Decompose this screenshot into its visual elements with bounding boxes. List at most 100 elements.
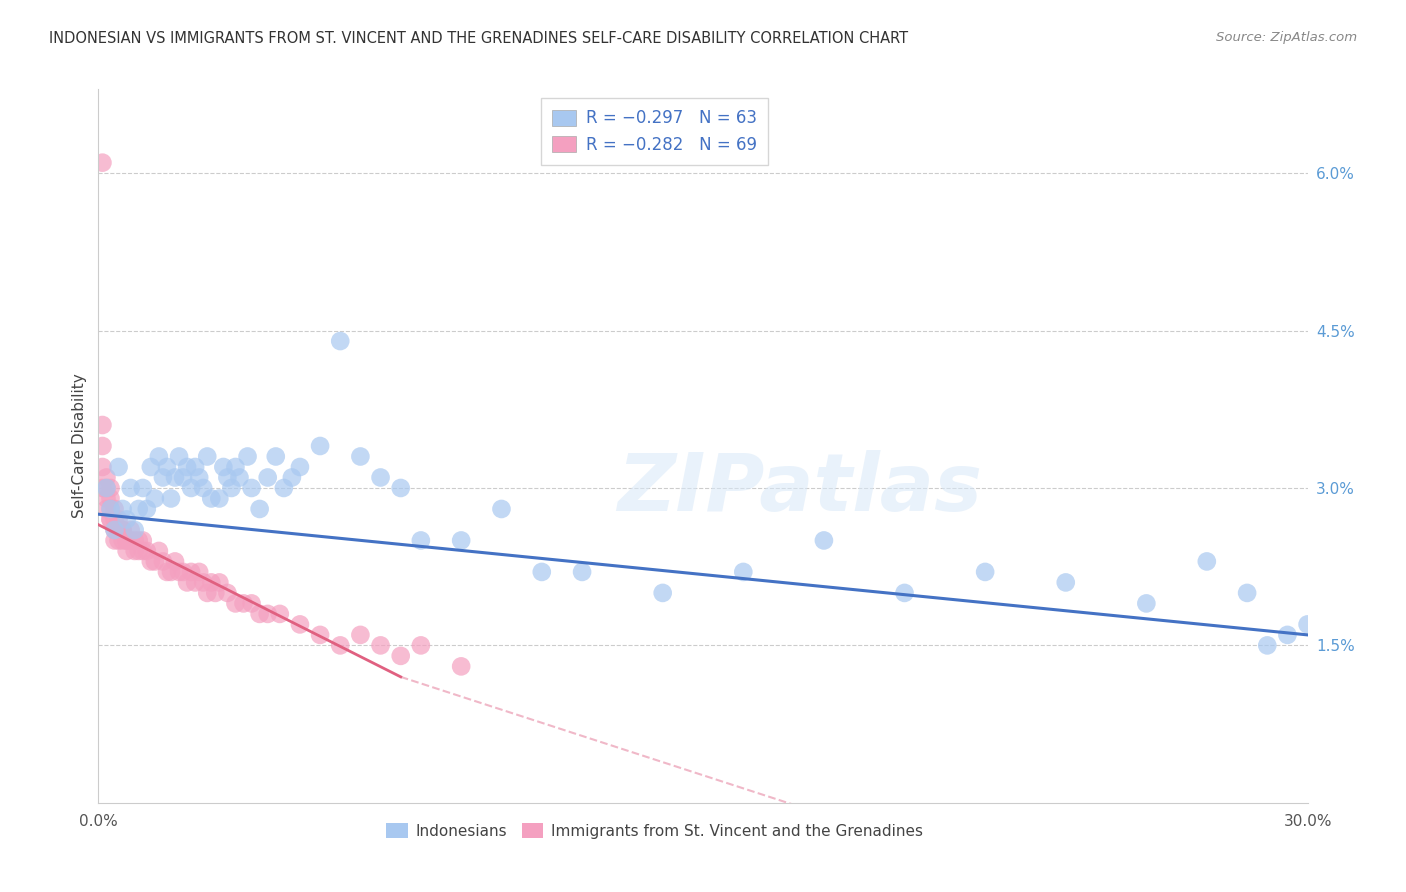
- Text: ZIPatlas: ZIPatlas: [617, 450, 983, 528]
- Point: [249, 607, 271, 621]
- Point: [103, 533, 125, 548]
- Point: [1135, 596, 1157, 610]
- Point: [288, 460, 311, 475]
- Point: [139, 554, 162, 568]
- Point: [120, 481, 142, 495]
- Point: [208, 491, 231, 506]
- Point: [240, 481, 263, 495]
- Point: [172, 470, 194, 484]
- Point: [111, 523, 134, 537]
- Point: [124, 523, 146, 537]
- Point: [135, 544, 157, 558]
- Point: [128, 533, 150, 548]
- Point: [132, 544, 155, 558]
- Point: [195, 450, 218, 464]
- Point: [571, 565, 593, 579]
- Point: [200, 491, 222, 506]
- Point: [163, 470, 186, 484]
- Point: [409, 639, 432, 653]
- Point: [264, 450, 287, 464]
- Point: [91, 439, 114, 453]
- Point: [100, 502, 122, 516]
- Point: [160, 565, 183, 579]
- Point: [974, 565, 997, 579]
- Point: [389, 481, 412, 495]
- Point: [107, 460, 129, 475]
- Point: [167, 450, 190, 464]
- Point: [288, 617, 311, 632]
- Point: [100, 512, 122, 526]
- Text: Source: ZipAtlas.com: Source: ZipAtlas.com: [1216, 31, 1357, 45]
- Point: [91, 155, 114, 169]
- Point: [1054, 575, 1077, 590]
- Point: [184, 575, 207, 590]
- Point: [184, 460, 207, 475]
- Point: [217, 470, 239, 484]
- Point: [893, 586, 915, 600]
- Point: [309, 628, 332, 642]
- Point: [232, 596, 254, 610]
- Point: [1296, 617, 1319, 632]
- Y-axis label: Self-Care Disability: Self-Care Disability: [72, 374, 87, 518]
- Point: [96, 491, 118, 506]
- Point: [273, 481, 295, 495]
- Point: [100, 491, 122, 506]
- Point: [96, 481, 118, 495]
- Point: [224, 596, 246, 610]
- Point: [221, 481, 243, 495]
- Point: [103, 512, 125, 526]
- Point: [148, 544, 170, 558]
- Point: [152, 470, 174, 484]
- Point: [103, 523, 125, 537]
- Point: [156, 565, 179, 579]
- Point: [281, 470, 304, 484]
- Point: [111, 502, 134, 516]
- Point: [228, 470, 250, 484]
- Point: [530, 565, 553, 579]
- Point: [491, 502, 513, 516]
- Point: [120, 523, 142, 537]
- Point: [176, 460, 198, 475]
- Point: [180, 481, 202, 495]
- Point: [128, 544, 150, 558]
- Point: [107, 533, 129, 548]
- Point: [409, 533, 432, 548]
- Point: [256, 607, 278, 621]
- Point: [103, 523, 125, 537]
- Point: [240, 596, 263, 610]
- Point: [91, 481, 114, 495]
- Point: [1277, 628, 1299, 642]
- Point: [115, 544, 138, 558]
- Point: [96, 502, 118, 516]
- Point: [115, 533, 138, 548]
- Point: [188, 565, 211, 579]
- Point: [91, 417, 114, 432]
- Point: [389, 648, 412, 663]
- Point: [167, 565, 190, 579]
- Legend: Indonesians, Immigrants from St. Vincent and the Grenadines: Indonesians, Immigrants from St. Vincent…: [380, 817, 929, 845]
- Point: [370, 639, 392, 653]
- Point: [135, 502, 157, 516]
- Point: [329, 334, 352, 348]
- Point: [329, 639, 352, 653]
- Point: [176, 575, 198, 590]
- Point: [204, 586, 226, 600]
- Point: [96, 481, 118, 495]
- Point: [132, 481, 155, 495]
- Point: [139, 460, 162, 475]
- Point: [100, 502, 122, 516]
- Point: [120, 533, 142, 548]
- Point: [349, 628, 371, 642]
- Point: [200, 575, 222, 590]
- Point: [224, 460, 246, 475]
- Point: [160, 491, 183, 506]
- Point: [193, 575, 215, 590]
- Point: [96, 470, 118, 484]
- Point: [193, 481, 215, 495]
- Point: [107, 512, 129, 526]
- Point: [236, 450, 259, 464]
- Point: [212, 460, 235, 475]
- Point: [188, 470, 211, 484]
- Point: [143, 554, 166, 568]
- Point: [103, 502, 125, 516]
